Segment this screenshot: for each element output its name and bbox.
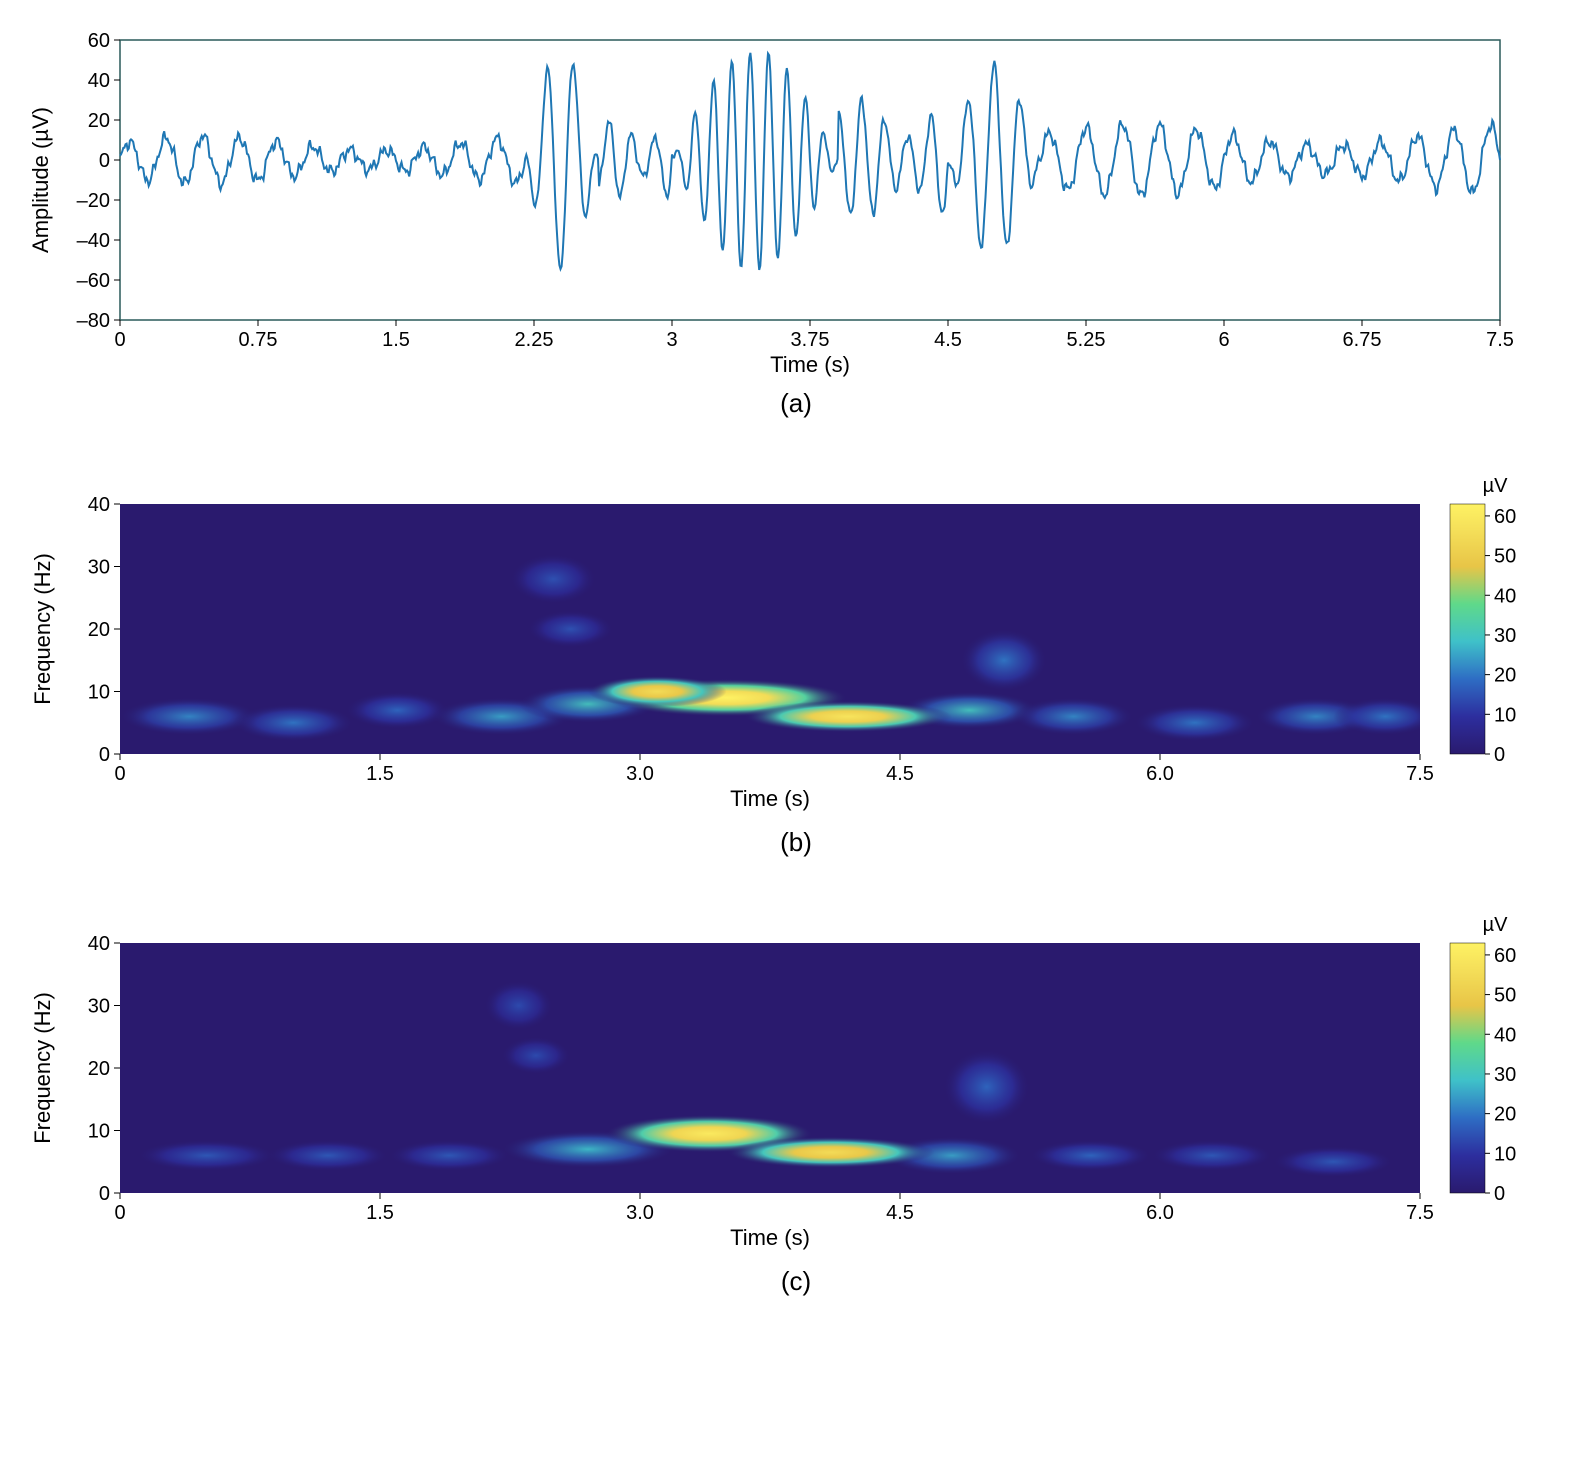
- svg-text:50: 50: [1494, 546, 1516, 568]
- heatmap-c: 0 10 20 30 40 0 1.5 3.0 4.5 6.0 7.5 Frequency (Hz) T…: [20, 908, 1572, 1258]
- svg-text:40: 40: [1494, 1024, 1516, 1046]
- svg-text:0: 0: [99, 150, 110, 172]
- svg-text:60: 60: [1494, 506, 1516, 528]
- svg-text:20: 20: [88, 110, 110, 132]
- svg-text:4.5: 4.5: [886, 1202, 914, 1224]
- svg-text:5.25: 5.25: [1067, 329, 1106, 351]
- svg-text:30: 30: [1494, 1064, 1516, 1086]
- panel-a: –80 –60 –40 –20 0 20 40 60 0 0.75 1.5 2.25 3 3.75 4.5 5…: [20, 20, 1572, 419]
- svg-text:10: 10: [88, 682, 110, 704]
- svg-text:0: 0: [114, 329, 125, 351]
- svg-text:Frequency (Hz): Frequency (Hz): [30, 992, 55, 1144]
- panel-c: 0 10 20 30 40 0 1.5 3.0 4.5 6.0 7.5 Frequency (Hz) T…: [20, 908, 1572, 1297]
- panel-c-label: (c): [20, 1266, 1572, 1297]
- svg-text:30: 30: [1494, 625, 1516, 647]
- svg-text:6: 6: [1218, 329, 1229, 351]
- svg-text:0.75: 0.75: [239, 329, 278, 351]
- svg-text:0: 0: [99, 1183, 110, 1205]
- svg-text:3.0: 3.0: [626, 1202, 654, 1224]
- svg-text:40: 40: [1494, 585, 1516, 607]
- svg-text:0: 0: [114, 763, 125, 785]
- svg-text:6.0: 6.0: [1146, 1202, 1174, 1224]
- svg-text:30: 30: [88, 557, 110, 579]
- svg-text:Time (s): Time (s): [770, 352, 850, 377]
- svg-text:10: 10: [88, 1121, 110, 1143]
- svg-text:7.5: 7.5: [1406, 1202, 1434, 1224]
- svg-text:2.25: 2.25: [515, 329, 554, 351]
- panel-b: 0 10 20 30 40 0 1.5 3.0 4.5 6.0 7.5 Frequency (Hz) T…: [20, 469, 1572, 858]
- svg-text:Time (s): Time (s): [730, 1225, 810, 1250]
- svg-text:1.5: 1.5: [366, 763, 394, 785]
- svg-text:1.5: 1.5: [366, 1202, 394, 1224]
- svg-text:–20: –20: [77, 190, 110, 212]
- svg-text:30: 30: [88, 996, 110, 1018]
- svg-text:Frequency (Hz): Frequency (Hz): [30, 553, 55, 705]
- svg-text:40: 40: [88, 933, 110, 955]
- svg-text:60: 60: [88, 30, 110, 52]
- svg-text:1.5: 1.5: [382, 329, 410, 351]
- panel-a-label: (a): [20, 388, 1572, 419]
- panel-b-label: (b): [20, 827, 1572, 858]
- svg-text:3.75: 3.75: [791, 329, 830, 351]
- svg-text:–60: –60: [77, 270, 110, 292]
- svg-text:0: 0: [114, 1202, 125, 1224]
- svg-text:6.75: 6.75: [1343, 329, 1382, 351]
- svg-text:0: 0: [99, 744, 110, 766]
- svg-text:10: 10: [1494, 1143, 1516, 1165]
- svg-text:µV: µV: [1483, 914, 1509, 936]
- svg-text:7.5: 7.5: [1406, 763, 1434, 785]
- svg-text:3.0: 3.0: [626, 763, 654, 785]
- svg-text:20: 20: [88, 619, 110, 641]
- svg-text:–80: –80: [77, 310, 110, 332]
- svg-text:20: 20: [1494, 665, 1516, 687]
- svg-text:20: 20: [1494, 1104, 1516, 1126]
- svg-text:–40: –40: [77, 230, 110, 252]
- line-chart-a: –80 –60 –40 –20 0 20 40 60 0 0.75 1.5 2.25 3 3.75 4.5 5…: [20, 20, 1572, 380]
- svg-text:3: 3: [666, 329, 677, 351]
- svg-text:Amplitude (µV): Amplitude (µV): [28, 107, 53, 253]
- svg-text:4.5: 4.5: [886, 763, 914, 785]
- svg-text:0: 0: [1494, 744, 1505, 766]
- svg-text:40: 40: [88, 70, 110, 92]
- svg-text:10: 10: [1494, 704, 1516, 726]
- svg-text:50: 50: [1494, 985, 1516, 1007]
- heatmap-b: 0 10 20 30 40 0 1.5 3.0 4.5 6.0 7.5 Frequency (Hz) T…: [20, 469, 1572, 819]
- svg-text:4.5: 4.5: [934, 329, 962, 351]
- svg-text:0: 0: [1494, 1183, 1505, 1205]
- svg-text:6.0: 6.0: [1146, 763, 1174, 785]
- svg-text:7.5: 7.5: [1486, 329, 1514, 351]
- svg-text:40: 40: [88, 494, 110, 516]
- svg-text:µV: µV: [1483, 475, 1509, 497]
- figure-container: –80–60–40–20020406000.751.52.2533.754.55…: [20, 20, 1572, 1297]
- svg-text:20: 20: [88, 1058, 110, 1080]
- svg-text:Time (s): Time (s): [730, 786, 810, 811]
- svg-text:60: 60: [1494, 945, 1516, 967]
